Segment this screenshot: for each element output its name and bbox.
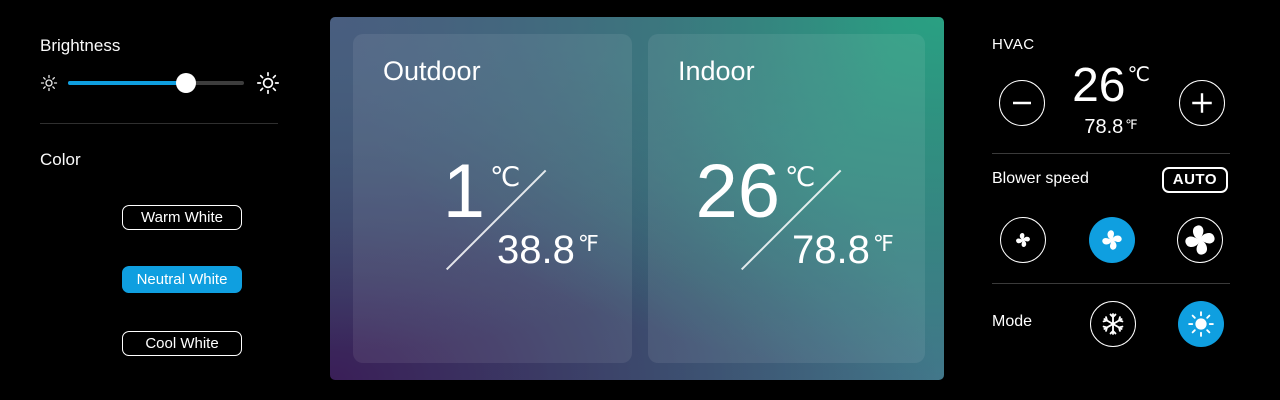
climate-display-panel: Outdoor 1 ℃ 38.8 ℉ Indoor 26 ℃ 78.8 ℉ (330, 17, 944, 380)
hvac-setpoint-display: 26 ℃ 78.8 ℉ (1032, 62, 1190, 139)
hvac-divider (992, 153, 1230, 154)
hvac-divider (992, 283, 1230, 284)
setpoint-fahrenheit: 78.8 ℉ (1032, 116, 1190, 139)
snowflake-icon (1102, 313, 1124, 335)
setpoint-fahrenheit-number: 78.8 (1084, 116, 1124, 138)
outdoor-temperature-card: Outdoor 1 ℃ 38.8 ℉ (353, 34, 632, 363)
color-option-neutral-white[interactable]: Neutral White (122, 266, 242, 293)
indoor-fahrenheit-value: 78.8 ℉ (792, 230, 894, 270)
blower-speed-label: Blower speed (992, 170, 1089, 187)
setpoint-celsius-unit: ℃ (1127, 64, 1150, 86)
outdoor-temp-display: 1 ℃ 38.8 ℉ (353, 154, 632, 324)
sun-icon (1188, 311, 1214, 337)
indoor-celsius-value: 26 (695, 149, 780, 234)
minus-icon (1013, 101, 1031, 105)
brightness-slider[interactable] (68, 73, 244, 93)
fan-high-icon (1185, 225, 1215, 255)
mode-cool-button[interactable] (1090, 301, 1136, 347)
left-panel-divider (40, 123, 278, 124)
blower-speed-medium-button[interactable] (1089, 217, 1135, 263)
brightness-slider-row (40, 68, 280, 98)
color-label: Color (40, 150, 81, 169)
color-option-warm-white[interactable]: Warm White (122, 205, 242, 230)
setpoint-fahrenheit-unit: ℉ (1125, 117, 1138, 132)
blower-auto-button[interactable]: AUTO (1161, 167, 1228, 193)
indoor-temp-display: 26 ℃ 78.8 ℉ (648, 154, 925, 324)
light-control-panel: Brightness Color Warm (0, 0, 330, 400)
indoor-celsius-unit: ℃ (785, 162, 816, 192)
hvac-label: HVAC (992, 36, 1035, 53)
brightness-label: Brightness (40, 36, 121, 55)
mode-heat-button[interactable] (1178, 301, 1224, 347)
brightness-max-icon (256, 71, 280, 95)
indoor-fahrenheit-number: 78.8 (792, 228, 870, 272)
temperature-increase-button[interactable] (1179, 80, 1225, 126)
outdoor-fahrenheit-unit: ℉ (577, 231, 599, 256)
brightness-fill (68, 81, 186, 85)
blower-speed-high-button[interactable] (1177, 217, 1223, 263)
fan-low-icon (1016, 233, 1030, 247)
blower-speed-low-button[interactable] (1000, 217, 1046, 263)
fan-medium-icon (1102, 230, 1122, 250)
hvac-control-panel: HVAC 26 ℃ 78.8 ℉ Blower speed AUTO (992, 0, 1230, 400)
indoor-fahrenheit-unit: ℉ (872, 231, 894, 256)
color-option-cool-white[interactable]: Cool White (122, 331, 242, 356)
outdoor-celsius-unit: ℃ (490, 162, 521, 192)
plus-icon (1192, 93, 1212, 113)
setpoint-celsius: 26 ℃ (1032, 62, 1190, 110)
outdoor-fahrenheit-number: 38.8 (497, 228, 575, 272)
outdoor-celsius-value: 1 (442, 149, 485, 234)
brightness-thumb[interactable] (175, 73, 196, 93)
mode-label: Mode (992, 313, 1033, 330)
setpoint-celsius-number: 26 (1072, 59, 1126, 112)
indoor-temperature-card: Indoor 26 ℃ 78.8 ℉ (648, 34, 925, 363)
brightness-min-icon (40, 74, 58, 92)
outdoor-fahrenheit-value: 38.8 ℉ (497, 230, 599, 270)
outdoor-card-title: Outdoor (383, 56, 481, 86)
indoor-card-title: Indoor (678, 56, 755, 86)
temperature-decrease-button[interactable] (999, 80, 1045, 126)
